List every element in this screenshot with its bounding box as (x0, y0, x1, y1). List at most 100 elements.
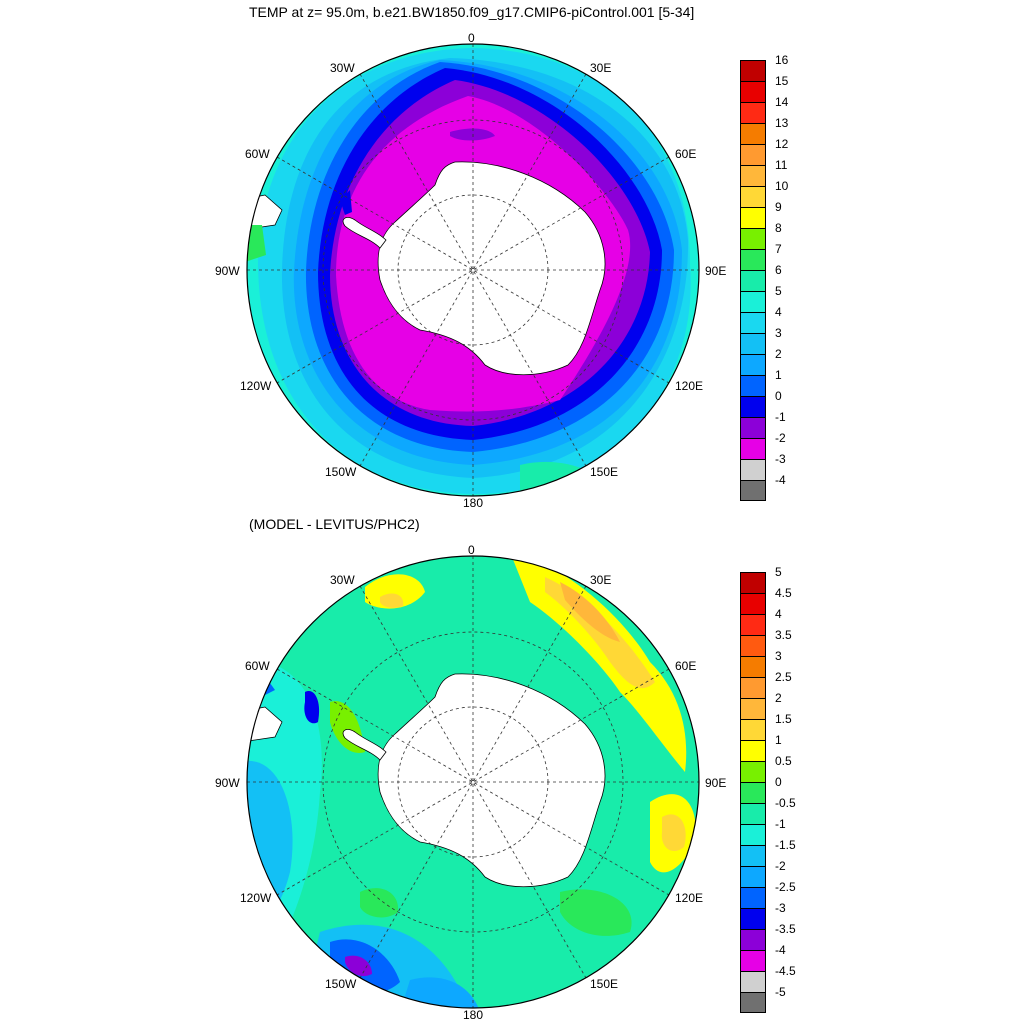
top-colorbar-label: 8 (775, 221, 782, 235)
top-lon-label-30e: 30E (590, 61, 612, 75)
bottom-warm-east (510, 556, 687, 772)
bottom-colorbar-box (740, 866, 766, 887)
top-colorbar-label: 11 (775, 158, 788, 172)
bottom-colorbar-box (740, 824, 766, 845)
bottom-lon-label-60w: 60W (245, 659, 270, 673)
top-colorbar-box (740, 333, 766, 354)
bottom-colorbar-label: 4 (775, 607, 782, 621)
bottom-colorbar-box (740, 677, 766, 698)
bottom-very-cold-south-west (345, 955, 372, 977)
bottom-colorbar-label: -2 (775, 859, 786, 873)
bottom-antarctic-peninsula (342, 729, 387, 761)
top-colorbar-box (740, 249, 766, 270)
top-colorbar-label: -1 (775, 410, 786, 424)
top-blue-blob (340, 190, 352, 215)
top-colorbar-label: 6 (775, 263, 782, 277)
bottom-lon-label-0: 0 (468, 543, 475, 557)
bottom-colorbar-label: 4.5 (775, 586, 792, 600)
top-lon-label-90e: 90E (705, 264, 727, 278)
bottom-colorbar-label: 0 (775, 775, 782, 789)
top-antarctic-peninsula (342, 217, 387, 249)
top-colorbar-box (740, 438, 766, 459)
top-lon-label-120e: 120E (675, 379, 704, 393)
bottom-lon-label-90w: 90W (215, 776, 240, 790)
top-colorbar-box (740, 375, 766, 396)
bottom-warm-patch-2 (360, 888, 399, 918)
top-colorbar-label: 15 (775, 74, 789, 88)
bottom-colorbar-box (740, 656, 766, 677)
bottom-colorbar-label: -0.5 (775, 796, 796, 810)
top-colorbar (740, 60, 766, 501)
top-graticule (247, 44, 699, 496)
bottom-colorbar-label: -3 (775, 901, 786, 915)
bottom-colorbar-box (740, 803, 766, 824)
top-colorbar-box (740, 165, 766, 186)
top-colorbar-box (740, 207, 766, 228)
top-colorbar-box (740, 270, 766, 291)
top-colorbar-box (740, 123, 766, 144)
bottom-colorbar-box (740, 845, 766, 866)
top-colorbar-box (740, 291, 766, 312)
bottom-warmer-southeast (661, 814, 686, 852)
top-panel-title: TEMP at z= 95.0m, b.e21.BW1850.f09_g17.C… (249, 4, 695, 20)
bottom-colorbar-label: -5 (775, 985, 786, 999)
top-map-border (246, 43, 700, 497)
top-colorbar-box (740, 354, 766, 375)
bottom-colorbar-box (740, 572, 766, 593)
bottom-lon-label-150e: 150E (590, 977, 619, 991)
bottom-colorbar-box (740, 593, 766, 614)
bottom-warmer-north-west (380, 593, 404, 608)
bottom-colorbar-box (740, 992, 766, 1013)
bottom-warmest-east (560, 582, 620, 642)
top-colorbar-label: 1 (775, 368, 782, 382)
top-lon-label-180: 180 (463, 496, 484, 510)
bottom-colorbar-label: -4.5 (775, 964, 796, 978)
bottom-lon-label-120e: 120E (675, 891, 704, 905)
top-cold-blob (450, 128, 495, 141)
top-colorbar-box (740, 186, 766, 207)
top-colorbar-label: 13 (775, 116, 789, 130)
bottom-lon-label-180: 180 (463, 1008, 484, 1022)
bottom-cold-blob (304, 691, 320, 724)
bottom-colorbar-label: -1.5 (775, 838, 796, 852)
top-colorbar-label: 2 (775, 347, 782, 361)
top-colorbar-label: -4 (775, 473, 786, 487)
top-colorbar-label: 16 (775, 53, 789, 67)
top-lon-label-60e: 60E (675, 147, 697, 161)
bottom-panel-title: (MODEL - LEVITUS/PHC2) (249, 516, 420, 532)
bottom-colorbar-label: 2 (775, 691, 782, 705)
bottom-lon-label-150w: 150W (325, 977, 357, 991)
bottom-colorbar-label: 0.5 (775, 754, 792, 768)
top-colorbar-label: -3 (775, 452, 786, 466)
bottom-colorbar (740, 572, 766, 1013)
top-colorbar-label: 12 (775, 137, 789, 151)
bottom-colorbar-box (740, 635, 766, 656)
bottom-colorbar-label: 3.5 (775, 628, 792, 642)
bottom-map-border (246, 555, 700, 1009)
top-colorbar-label: -2 (775, 431, 786, 445)
bottom-colorbar-box (740, 740, 766, 761)
bottom-polar-map (246, 555, 700, 1009)
top-colorbar-label: 10 (775, 179, 789, 193)
bottom-colorbar-label: 5 (775, 565, 782, 579)
bottom-lon-label-60e: 60E (675, 659, 697, 673)
top-lon-label-0: 0 (468, 31, 475, 45)
bottom-colorbar-box (740, 698, 766, 719)
top-colorbar-label: 7 (775, 242, 782, 256)
top-colorbar-box (740, 459, 766, 480)
top-lon-label-120w: 120W (240, 379, 272, 393)
top-colorbar-label: 14 (775, 95, 789, 109)
top-lon-label-60w: 60W (245, 147, 270, 161)
top-colorbar-label: 5 (775, 284, 782, 298)
top-colorbar-box (740, 312, 766, 333)
bottom-colorbar-label: 1 (775, 733, 782, 747)
top-antarctica (377, 161, 606, 376)
bottom-colorbar-label: -4 (775, 943, 786, 957)
top-colorbar-box (740, 102, 766, 123)
bottom-colorbar-label: -1 (775, 817, 786, 831)
top-colorbar-box (740, 60, 766, 81)
bottom-colorbar-box (740, 887, 766, 908)
top-colorbar-label: 0 (775, 389, 782, 403)
bottom-graticule (247, 556, 699, 1008)
top-polar-map (246, 43, 700, 497)
